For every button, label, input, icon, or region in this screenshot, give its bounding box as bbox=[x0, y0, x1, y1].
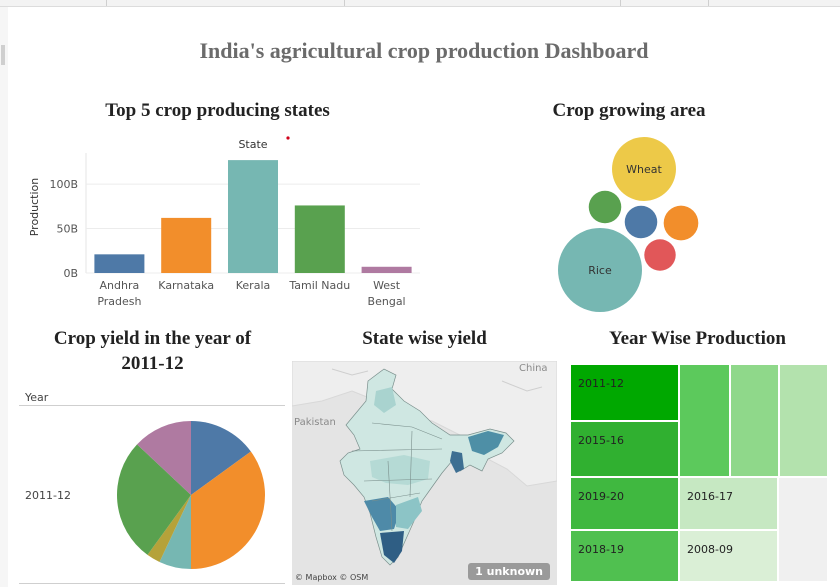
map-label-pakistan: Pakistan bbox=[294, 417, 336, 428]
treemap-cell[interactable] bbox=[779, 364, 828, 477]
x-tick-label: Kerala bbox=[236, 279, 271, 292]
pie-slice[interactable] bbox=[137, 421, 191, 495]
treemap-cell-label: 2019-20 bbox=[578, 490, 624, 503]
row-header-rule bbox=[19, 405, 285, 406]
bar-chart[interactable]: State Production 0B 50B 100B Andhra Pradesh… bbox=[20, 135, 420, 310]
bubble[interactable] bbox=[663, 205, 699, 241]
row-header: Year bbox=[25, 391, 49, 404]
bubble[interactable] bbox=[558, 228, 642, 312]
treemap-cell-label: 2008-09 bbox=[687, 543, 733, 556]
bar[interactable] bbox=[94, 254, 145, 273]
pie-title-line-1: Crop yield in the year of bbox=[53, 328, 252, 349]
region-andhra bbox=[396, 497, 422, 529]
region-south bbox=[380, 531, 404, 563]
treemap-cell[interactable]: 2008-09 bbox=[679, 530, 778, 582]
region-west bbox=[364, 497, 400, 531]
unknown-badge[interactable]: 1 unknown bbox=[468, 563, 550, 580]
x-tick-label: Andhra bbox=[100, 279, 140, 292]
map-label-china: China bbox=[519, 363, 548, 374]
pie-slice[interactable] bbox=[116, 444, 191, 555]
y-tick-label: 0B bbox=[63, 267, 78, 280]
bubble-chart-title: Crop growing area bbox=[552, 100, 706, 121]
pie-slice[interactable] bbox=[147, 495, 191, 562]
region-north bbox=[374, 387, 396, 413]
bubble[interactable] bbox=[644, 239, 676, 271]
pie-chart-title: Crop yield in the year of 2011-12 bbox=[20, 326, 285, 376]
bar[interactable] bbox=[228, 160, 278, 273]
bar[interactable] bbox=[294, 205, 345, 273]
treemap-cell[interactable]: 2016-17 bbox=[679, 477, 778, 530]
treemap-cell[interactable]: 2015-16 bbox=[570, 421, 679, 477]
selection-marker bbox=[286, 136, 290, 140]
bubble[interactable] bbox=[588, 190, 622, 224]
pie-slice[interactable] bbox=[191, 451, 265, 569]
left-scroll-bar[interactable] bbox=[0, 7, 8, 587]
treemap-cell-label: 2016-17 bbox=[687, 490, 733, 503]
dashboard-title: India's agricultural crop production Das… bbox=[199, 38, 649, 63]
x-tick-label: Karnataka bbox=[158, 279, 214, 292]
x-tick-label: West bbox=[373, 279, 401, 292]
treemap-cell[interactable]: 2018-19 bbox=[570, 530, 679, 582]
map-title: State wise yield bbox=[362, 328, 487, 349]
column-separator bbox=[620, 0, 621, 6]
y-tick-label: 100B bbox=[49, 178, 78, 191]
region-bengal bbox=[450, 451, 464, 473]
region-northeast bbox=[468, 431, 504, 455]
row-label: 2011-12 bbox=[25, 489, 71, 502]
treemap-cell-label: 2015-16 bbox=[578, 434, 624, 447]
bubble-chart[interactable]: Rice Wheat bbox=[548, 127, 748, 317]
treemap-cell-label: 2018-19 bbox=[578, 543, 624, 556]
scroll-thumb[interactable] bbox=[1, 45, 5, 65]
treemap-cell[interactable] bbox=[730, 364, 779, 477]
pie-slice[interactable] bbox=[159, 495, 191, 569]
bubble-label: Wheat bbox=[626, 163, 662, 176]
state-yield-map[interactable]: China Pakistan © Mapbox © OSM 1 unknown bbox=[292, 361, 557, 585]
treemap-cell[interactable]: 2019-20 bbox=[570, 477, 679, 530]
region-central bbox=[370, 455, 430, 485]
y-axis-label: Production bbox=[28, 178, 41, 237]
treemap-cell-label: 2011-12 bbox=[578, 377, 624, 390]
bubble[interactable] bbox=[612, 137, 676, 201]
year-treemap[interactable]: 2011-12 2015-16 2019-20 2018-19 2016-17 … bbox=[570, 364, 828, 582]
top-scroll-bar[interactable] bbox=[0, 0, 840, 7]
treemap-title: Year Wise Production bbox=[609, 328, 786, 349]
state-borders bbox=[351, 422, 443, 532]
pie-bottom-rule bbox=[19, 583, 285, 584]
bar-chart-title: Top 5 crop producing states bbox=[105, 100, 330, 121]
column-separator bbox=[344, 0, 345, 6]
column-separator bbox=[708, 0, 709, 6]
pie-slice[interactable] bbox=[191, 421, 251, 495]
bubble[interactable] bbox=[624, 205, 658, 239]
pie-chart[interactable] bbox=[111, 415, 271, 575]
map-credit[interactable]: © Mapbox © OSM bbox=[295, 573, 369, 582]
bubble-label: Rice bbox=[588, 264, 612, 277]
x-tick-label: Tamil Nadu bbox=[288, 279, 350, 292]
pie-title-line-2: 2011-12 bbox=[121, 353, 184, 374]
x-tick-label: Pradesh bbox=[97, 295, 141, 308]
treemap-cell[interactable]: 2011-12 bbox=[570, 364, 679, 421]
river-lines bbox=[331, 368, 543, 392]
x-tick-label: Bengal bbox=[368, 295, 406, 308]
treemap-cell[interactable] bbox=[778, 477, 828, 582]
bar[interactable] bbox=[361, 266, 412, 273]
bar[interactable] bbox=[161, 217, 212, 273]
column-separator bbox=[106, 0, 107, 6]
treemap-cell[interactable] bbox=[679, 364, 730, 477]
legend-title: State bbox=[238, 138, 267, 151]
y-tick-label: 50B bbox=[56, 223, 78, 236]
map-canvas bbox=[292, 361, 557, 585]
